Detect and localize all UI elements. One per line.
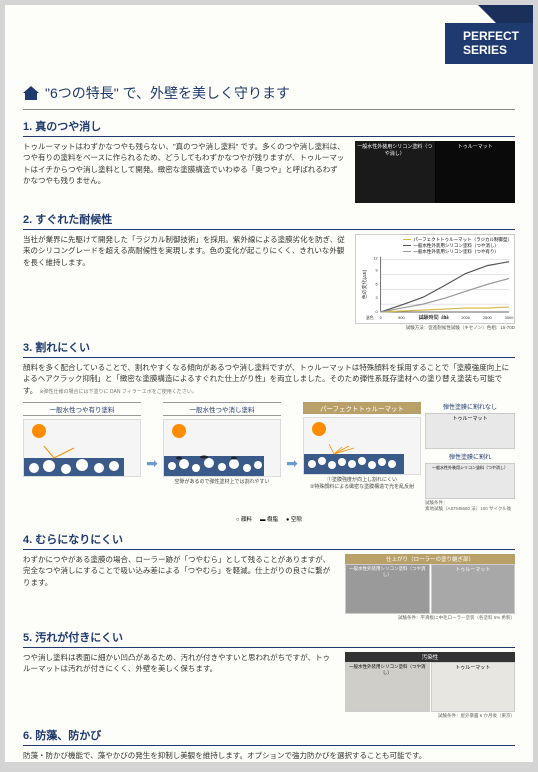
diagram-1-title: 一般水性つや有り塗料 <box>23 402 141 416</box>
section-6-title: 6. 防藻、防かび <box>23 727 515 746</box>
section-1: 1. 真のつや消し トゥルーマットはわずかなつやも残らない、"真のつや消し塗料"… <box>23 118 515 203</box>
legend-pigment: ○ 顔料 <box>236 515 252 523</box>
header-banner: PERFECT SERIES <box>445 23 533 64</box>
diagram-2-box <box>163 419 281 477</box>
banner-line2: SERIES <box>463 43 519 57</box>
svg-text:0: 0 <box>376 309 379 314</box>
section-3-body: 顔料を多く配合していることで、割れやすくなる傾向があるつや消し塗料ですが、トゥル… <box>23 362 515 396</box>
side-top-title: 弾性塗膜に割れなし <box>425 402 515 411</box>
texture-right: トゥルーマット <box>436 141 516 203</box>
panel-5-right-label: トゥルーマット <box>432 664 515 671</box>
section-1-body: トゥルーマットはわずかなつやも残らない、"真のつや消し塗料" です。多くのつや消… <box>23 141 345 203</box>
section-6: 6. 防藻、防かび 防藻・防かび機能で、藻やかびの発生を抑制し美観を維持します。… <box>23 727 515 761</box>
panel-4-right: トゥルーマット <box>431 564 516 614</box>
svg-text:2500: 2500 <box>483 315 493 320</box>
side-bottom-label: 一般水性外装用シリコン塗料（つや消し） <box>426 465 514 471</box>
texture-left: 一般水性外装用シリコン塗料（つや消し） <box>355 141 435 203</box>
chart-ylabel: 色の変化(ΔE) <box>361 269 368 299</box>
diagram-legend: ○ 顔料 ▬ 樹脂 ● 空隙 <box>23 515 515 523</box>
legend-resin: ▬ 樹脂 <box>260 515 278 523</box>
section-2-body: 当社が業界に先駆けて開発した「ラジカル制御技術」を採用。紫外線による塗膜劣化を防… <box>23 234 345 331</box>
section-4-title: 4. むらになりにくい <box>23 531 515 550</box>
panel-4-right-label: トゥルーマット <box>432 566 515 573</box>
panel-5-left: 一般水性外装用シリコン塗料（つや消し） <box>345 662 430 712</box>
section-6-body: 防藻・防かび機能で、藻やかびの発生を抑制し美観を維持します。オプションで強力防か… <box>23 750 515 761</box>
panel-4-left: 一般水性外装用シリコン塗料（つや消し） <box>345 564 430 614</box>
side-bottom-title: 弾性塗膜に割れ <box>425 452 515 461</box>
cells-3 <box>304 444 404 474</box>
diagram-2-title: 一般水性つや消し塗料 <box>163 402 281 416</box>
svg-text:0: 0 <box>380 315 383 320</box>
svg-text:9: 9 <box>376 268 378 273</box>
chart-note: 試験方法：促進耐候性試験（キセノン）色相：15-70D <box>355 325 515 331</box>
arrow-2: ➡ <box>285 443 299 472</box>
diagram-3-title: パーフェクトトゥルーマット <box>303 402 421 414</box>
section-3-side-samples: 弾性塗膜に割れなし トゥルーマット 弾性塗膜に割れ 一般水性外装用シリコン塗料（… <box>425 402 515 512</box>
texture-left-label: 一般水性外装用シリコン塗料（つや消し） <box>357 143 433 157</box>
section-5-panel: 汚染性 一般水性外装用シリコン塗料（つや消し） トゥルーマット 試験条件：屋外暴… <box>345 652 515 719</box>
main-title-text: "6つの特長" で、外壁を美しく守ります <box>45 83 290 103</box>
section-5: 5. 汚れが付きにくい つや消し塗料は表面に細かい凹凸があるため、汚れが付きやす… <box>23 629 515 719</box>
diagram-row: 一般水性つや有り塗料 ➡ 一般水性つや消し塗料 <box>23 402 515 512</box>
svg-text:6: 6 <box>376 281 379 286</box>
side-note: 試験条件： 素地試験（ASTM5660 法）100 サイクル後 <box>425 500 515 512</box>
svg-text:500: 500 <box>398 315 405 320</box>
texture-right-label: トゥルーマット <box>438 143 514 150</box>
svg-text:3: 3 <box>376 295 379 300</box>
document-page: PERFECT SERIES "6つの特長" で、外壁を美しく守ります 1. 真… <box>5 5 533 762</box>
weatherability-chart: パーフェクトトゥルーマット（ラジカル制御型） 一般水性外装用シリコン塗料（つや消… <box>355 234 515 324</box>
panel-5-right: トゥルーマット <box>431 662 516 712</box>
sun-icon <box>32 424 46 438</box>
panel-5-note: 試験条件：屋外暴露 6 か月後（東京） <box>345 713 515 719</box>
svg-text:3000: 3000 <box>505 315 514 320</box>
section-3-body-note: ※弾性仕様の場合には下塗りに DAN フィラーエボをご使用ください。 <box>39 389 196 395</box>
section-2-title: 2. すぐれた耐候性 <box>23 211 515 230</box>
section-4-body: わずかにつやがある塗膜の場合、ローラー跡が「つやむら」として残ることがありますが… <box>23 554 335 621</box>
panel-5-left-label: 一般水性外装用シリコン塗料（つや消し） <box>346 664 429 676</box>
legend-void: ● 空隙 <box>286 515 302 523</box>
arrow-1: ➡ <box>145 443 159 472</box>
cells-2 <box>164 446 264 476</box>
panel-4-header: 仕上がり（ローラーの塗り継ぎ部） <box>345 554 515 564</box>
diagram-3-box <box>303 417 421 475</box>
side-sample-bottom: 一般水性外装用シリコン塗料（つや消し） <box>425 463 515 499</box>
diagram-1: 一般水性つや有り塗料 <box>23 402 141 477</box>
sun-icon-2 <box>172 424 186 438</box>
diagram-3-caption: ①塗膜強度が向上し割れにくい ②特殊顔料による緻密な塗膜構造で光を乱反射 <box>303 477 421 490</box>
svg-text:塗色: 塗色 <box>366 315 374 320</box>
section-2-chart-col: パーフェクトトゥルーマット（ラジカル制御型） 一般水性外装用シリコン塗料（つや消… <box>355 234 515 331</box>
panel-4-left-label: 一般水性外装用シリコン塗料（つや消し） <box>346 566 429 578</box>
diagram-3: パーフェクトトゥルーマット ①塗膜強度が向上し割れにくい ②特殊顔料による緻密な… <box>303 402 421 490</box>
side-top-label: トゥルーマット <box>426 415 514 422</box>
chart-svg: 05001000 1500200025003000 036912 色の変化(ΔE… <box>356 235 514 324</box>
banner-line1: PERFECT <box>463 29 519 43</box>
section-5-title: 5. 汚れが付きにくい <box>23 629 515 648</box>
main-title-row: "6つの特長" で、外壁を美しく守ります <box>23 5 515 110</box>
cells-1 <box>24 446 124 476</box>
panel-5-header: 汚染性 <box>345 652 515 662</box>
section-2: 2. すぐれた耐候性 当社が業界に先駆けて開発した「ラジカル制御技術」を採用。紫… <box>23 211 515 331</box>
section-1-image: 一般水性外装用シリコン塗料（つや消し） トゥルーマット <box>355 141 515 203</box>
side-sample-top: トゥルーマット <box>425 413 515 449</box>
section-5-body: つや消し塗料は表面に細かい凹凸があるため、汚れが付きやすいと思われがちですが、ト… <box>23 652 335 719</box>
house-icon <box>23 86 39 100</box>
section-3: 3. 割れにくい 顔料を多く配合していることで、割れやすくなる傾向があるつや消し… <box>23 339 515 523</box>
section-4: 4. むらになりにくい わずかにつやがある塗膜の場合、ローラー跡が「つやむら」と… <box>23 531 515 621</box>
section-4-panel: 仕上がり（ローラーの塗り継ぎ部） 一般水性外装用シリコン塗料（つや消し） トゥル… <box>345 554 515 621</box>
section-1-title: 1. 真のつや消し <box>23 118 515 137</box>
diagram-2-caption: 空隙があるので弾性塗材上では割れやすい <box>163 479 281 486</box>
diagram-2: 一般水性つや消し塗料 空隙があるので弾性塗材上では割れやすい <box>163 402 281 486</box>
section-3-title: 3. 割れにくい <box>23 339 515 358</box>
svg-text:2000: 2000 <box>461 315 471 320</box>
sun-icon-3 <box>312 422 326 436</box>
panel-4-note: 試験条件：平滑板に中毛ローラー塗装（各塗料 5% 希釈） <box>345 615 515 621</box>
chart-xlabel: 試験時間（h） <box>419 314 452 321</box>
diagram-1-box <box>23 419 141 477</box>
svg-text:12: 12 <box>373 256 377 261</box>
